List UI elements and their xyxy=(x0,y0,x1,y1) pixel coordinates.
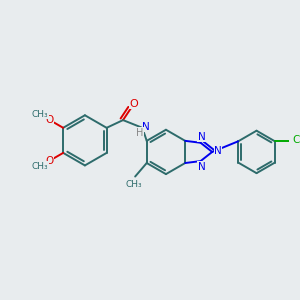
Text: O: O xyxy=(46,115,54,125)
Text: N: N xyxy=(142,122,150,132)
Text: N: N xyxy=(214,146,222,156)
Text: CH₃: CH₃ xyxy=(126,180,142,189)
Text: N: N xyxy=(198,162,206,172)
Text: Cl: Cl xyxy=(292,135,300,146)
Text: O: O xyxy=(129,99,138,109)
Text: H: H xyxy=(136,128,143,138)
Text: N: N xyxy=(198,132,206,142)
Text: O: O xyxy=(46,156,54,166)
Text: CH₃: CH₃ xyxy=(32,162,48,171)
Text: CH₃: CH₃ xyxy=(32,110,48,119)
